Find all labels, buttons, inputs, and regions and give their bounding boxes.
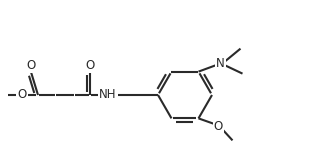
Text: O: O bbox=[17, 88, 27, 101]
Text: O: O bbox=[214, 120, 223, 133]
Text: N: N bbox=[216, 57, 225, 70]
Text: O: O bbox=[85, 59, 95, 72]
Text: O: O bbox=[26, 59, 36, 72]
Text: NH: NH bbox=[99, 88, 117, 101]
